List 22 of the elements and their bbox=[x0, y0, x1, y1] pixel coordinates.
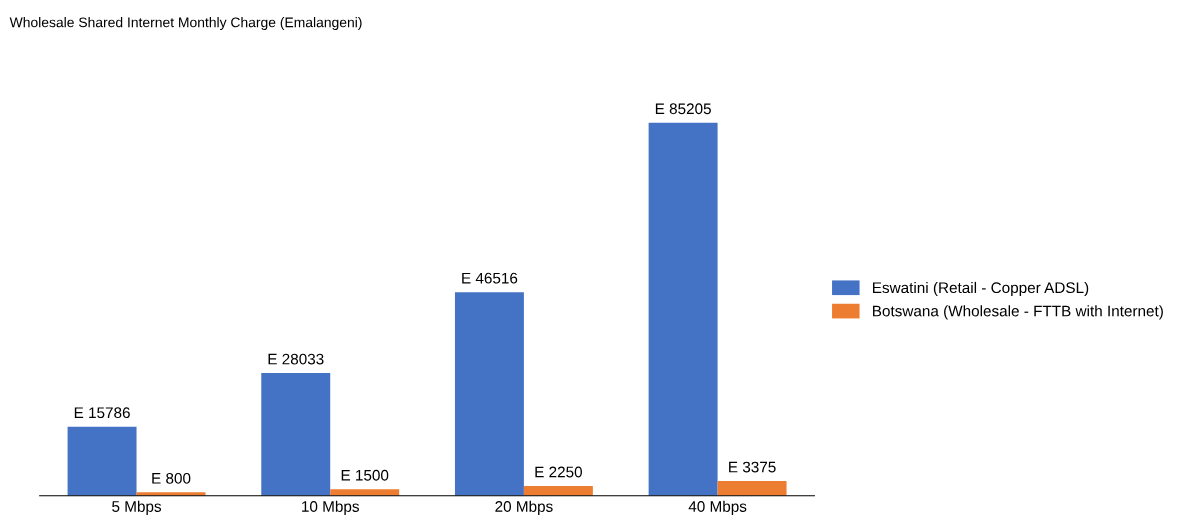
bar bbox=[454, 292, 524, 496]
bar bbox=[261, 373, 331, 496]
data-label: E 15786 bbox=[74, 407, 130, 419]
data-label: E 85205 bbox=[655, 103, 711, 115]
bar bbox=[523, 485, 593, 496]
bar bbox=[648, 122, 718, 496]
data-label: E 1500 bbox=[341, 469, 389, 481]
bar bbox=[717, 481, 787, 496]
legend-label: Eswatini (Retail - Copper ADSL) bbox=[873, 281, 1089, 297]
bar bbox=[67, 426, 137, 496]
x-tick-label: 20 Mbps bbox=[495, 500, 553, 515]
x-tick-label: 5 Mbps bbox=[112, 500, 162, 515]
data-label: E 2250 bbox=[535, 466, 582, 478]
x-tick-label: 40 Mbps bbox=[688, 500, 747, 515]
legend-label: Botswana (Wholesale - FTTB with Internet) bbox=[873, 305, 1163, 320]
data-label: E 46516 bbox=[462, 272, 518, 284]
chart-title: Wholesale Shared Internet Monthly Charge (Emalangeni) bbox=[9, 17, 362, 31]
bar bbox=[330, 489, 400, 496]
data-label: E 28033 bbox=[268, 353, 324, 365]
data-label: E 800 bbox=[152, 472, 191, 484]
data-label: E 3375 bbox=[729, 461, 776, 473]
x-tick-label: 10 Mbps bbox=[302, 500, 359, 515]
